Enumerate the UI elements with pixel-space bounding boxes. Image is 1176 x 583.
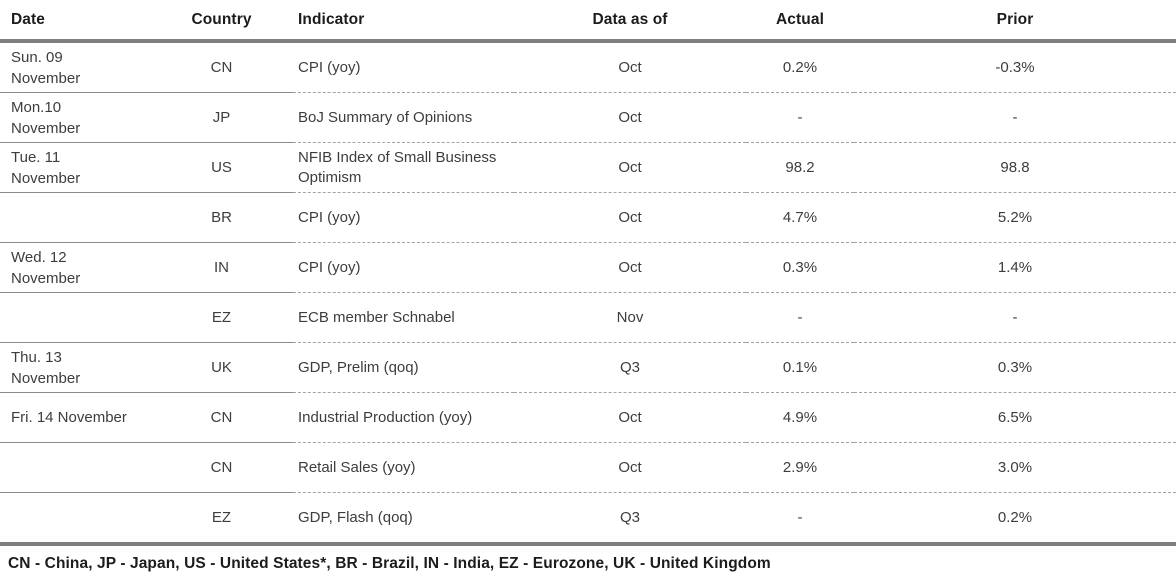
actual-cell: 0.3% xyxy=(746,242,854,293)
date-cell: Tue. 11 November xyxy=(0,142,150,193)
date-cell xyxy=(0,442,150,493)
country-cell: EZ xyxy=(211,508,232,526)
country-cell: CN xyxy=(150,41,293,93)
prior-cell: 1.4% xyxy=(854,242,1176,293)
data-as-of-cell: Oct xyxy=(514,392,746,443)
table-header: Date Country Indicator Data as of Actual… xyxy=(0,0,1176,43)
country-code-legend: CN - China, JP - Japan, US - United Stat… xyxy=(0,542,1176,583)
column-header-actual: Actual xyxy=(746,0,854,43)
prior-cell: 0.3% xyxy=(854,342,1176,393)
column-header-country: Country xyxy=(150,0,293,43)
data-as-of-cell: Q3 xyxy=(514,342,746,393)
prior-cell: 3.0% xyxy=(854,442,1176,493)
column-header-date: Date xyxy=(0,0,150,43)
table-row: EZ ECB member Schnabel Nov - - xyxy=(0,292,1176,343)
table-body: Sun. 09 November CN CPI (yoy) Oct 0.2% -… xyxy=(0,41,1176,542)
actual-cell: - xyxy=(746,292,854,343)
date-cell: Fri. 14 November xyxy=(0,392,150,443)
data-as-of-cell: Oct xyxy=(514,242,746,293)
date-cell: Wed. 12 November xyxy=(0,242,150,293)
indicator-cell: CPI (yoy) xyxy=(293,192,514,243)
indicator-cell: GDP, Prelim (qoq) xyxy=(293,342,514,393)
table-row: EZ GDP, Flash (qoq) Q3 - 0.2% xyxy=(0,493,1176,543)
indicator-cell: ECB member Schnabel xyxy=(293,292,514,343)
actual-cell: 0.1% xyxy=(746,342,854,393)
country-cell: CN xyxy=(150,442,293,493)
indicator-cell: CPI (yoy) xyxy=(293,41,514,93)
prior-cell: - xyxy=(854,92,1176,143)
indicator-cell: GDP, Flash (qoq) xyxy=(298,508,413,526)
data-as-of-cell: Q3 xyxy=(619,508,640,526)
prior-cell: -0.3% xyxy=(854,41,1176,93)
indicator-cell: Retail Sales (yoy) xyxy=(293,442,514,493)
column-header-prior: Prior xyxy=(854,0,1176,43)
country-cell: BR xyxy=(150,192,293,243)
actual-cell: 4.7% xyxy=(746,192,854,243)
data-as-of-cell: Oct xyxy=(514,142,746,193)
country-cell: CN xyxy=(150,392,293,443)
actual-cell: 2.9% xyxy=(746,442,854,493)
date-cell: Mon.10 November xyxy=(0,92,150,143)
prior-cell: 98.8 xyxy=(854,142,1176,193)
table-row: Wed. 12 November IN CPI (yoy) Oct 0.3% 1… xyxy=(0,242,1176,293)
table-row: Sun. 09 November CN CPI (yoy) Oct 0.2% -… xyxy=(0,41,1176,93)
indicator-cell: NFIB Index of Small Business Optimism xyxy=(293,142,514,193)
date-cell xyxy=(0,292,150,343)
actual-cell: 98.2 xyxy=(746,142,854,193)
date-cell xyxy=(0,493,150,543)
country-cell: JP xyxy=(150,92,293,143)
economic-calendar-table: Date Country Indicator Data as of Actual… xyxy=(0,0,1176,542)
actual-cell: - xyxy=(797,508,803,526)
indicator-cell: Industrial Production (yoy) xyxy=(293,392,514,443)
table-row: BR CPI (yoy) Oct 4.7% 5.2% xyxy=(0,192,1176,243)
date-cell: Thu. 13 November xyxy=(0,342,150,393)
data-as-of-cell: Oct xyxy=(514,92,746,143)
table-row: Tue. 11 November US NFIB Index of Small … xyxy=(0,142,1176,193)
data-as-of-cell: Oct xyxy=(514,192,746,243)
data-as-of-cell: Nov xyxy=(514,292,746,343)
country-cell: US xyxy=(150,142,293,193)
actual-cell: 4.9% xyxy=(746,392,854,443)
country-cell: UK xyxy=(150,342,293,393)
prior-cell: - xyxy=(854,292,1176,343)
data-as-of-cell: Oct xyxy=(514,41,746,93)
actual-cell: 0.2% xyxy=(746,41,854,93)
indicator-cell: BoJ Summary of Opinions xyxy=(293,92,514,143)
prior-cell: 0.2% xyxy=(997,508,1033,526)
table-row: Thu. 13 November UK GDP, Prelim (qoq) Q3… xyxy=(0,342,1176,393)
header-row: Date Country Indicator Data as of Actual… xyxy=(0,0,1176,43)
table-row: Fri. 14 November CN Industrial Productio… xyxy=(0,392,1176,443)
column-header-indicator: Indicator xyxy=(293,0,514,43)
prior-cell: 6.5% xyxy=(854,392,1176,443)
prior-cell: 5.2% xyxy=(854,192,1176,243)
country-cell: IN xyxy=(150,242,293,293)
data-as-of-cell: Oct xyxy=(514,442,746,493)
actual-cell: - xyxy=(746,92,854,143)
table-row: CN Retail Sales (yoy) Oct 2.9% 3.0% xyxy=(0,442,1176,493)
date-cell xyxy=(0,192,150,243)
table-row: Mon.10 November JP BoJ Summary of Opinio… xyxy=(0,92,1176,143)
indicator-cell: CPI (yoy) xyxy=(293,242,514,293)
country-cell: EZ xyxy=(150,292,293,343)
date-cell: Sun. 09 November xyxy=(0,41,150,93)
column-header-data-as-of: Data as of xyxy=(514,0,746,43)
